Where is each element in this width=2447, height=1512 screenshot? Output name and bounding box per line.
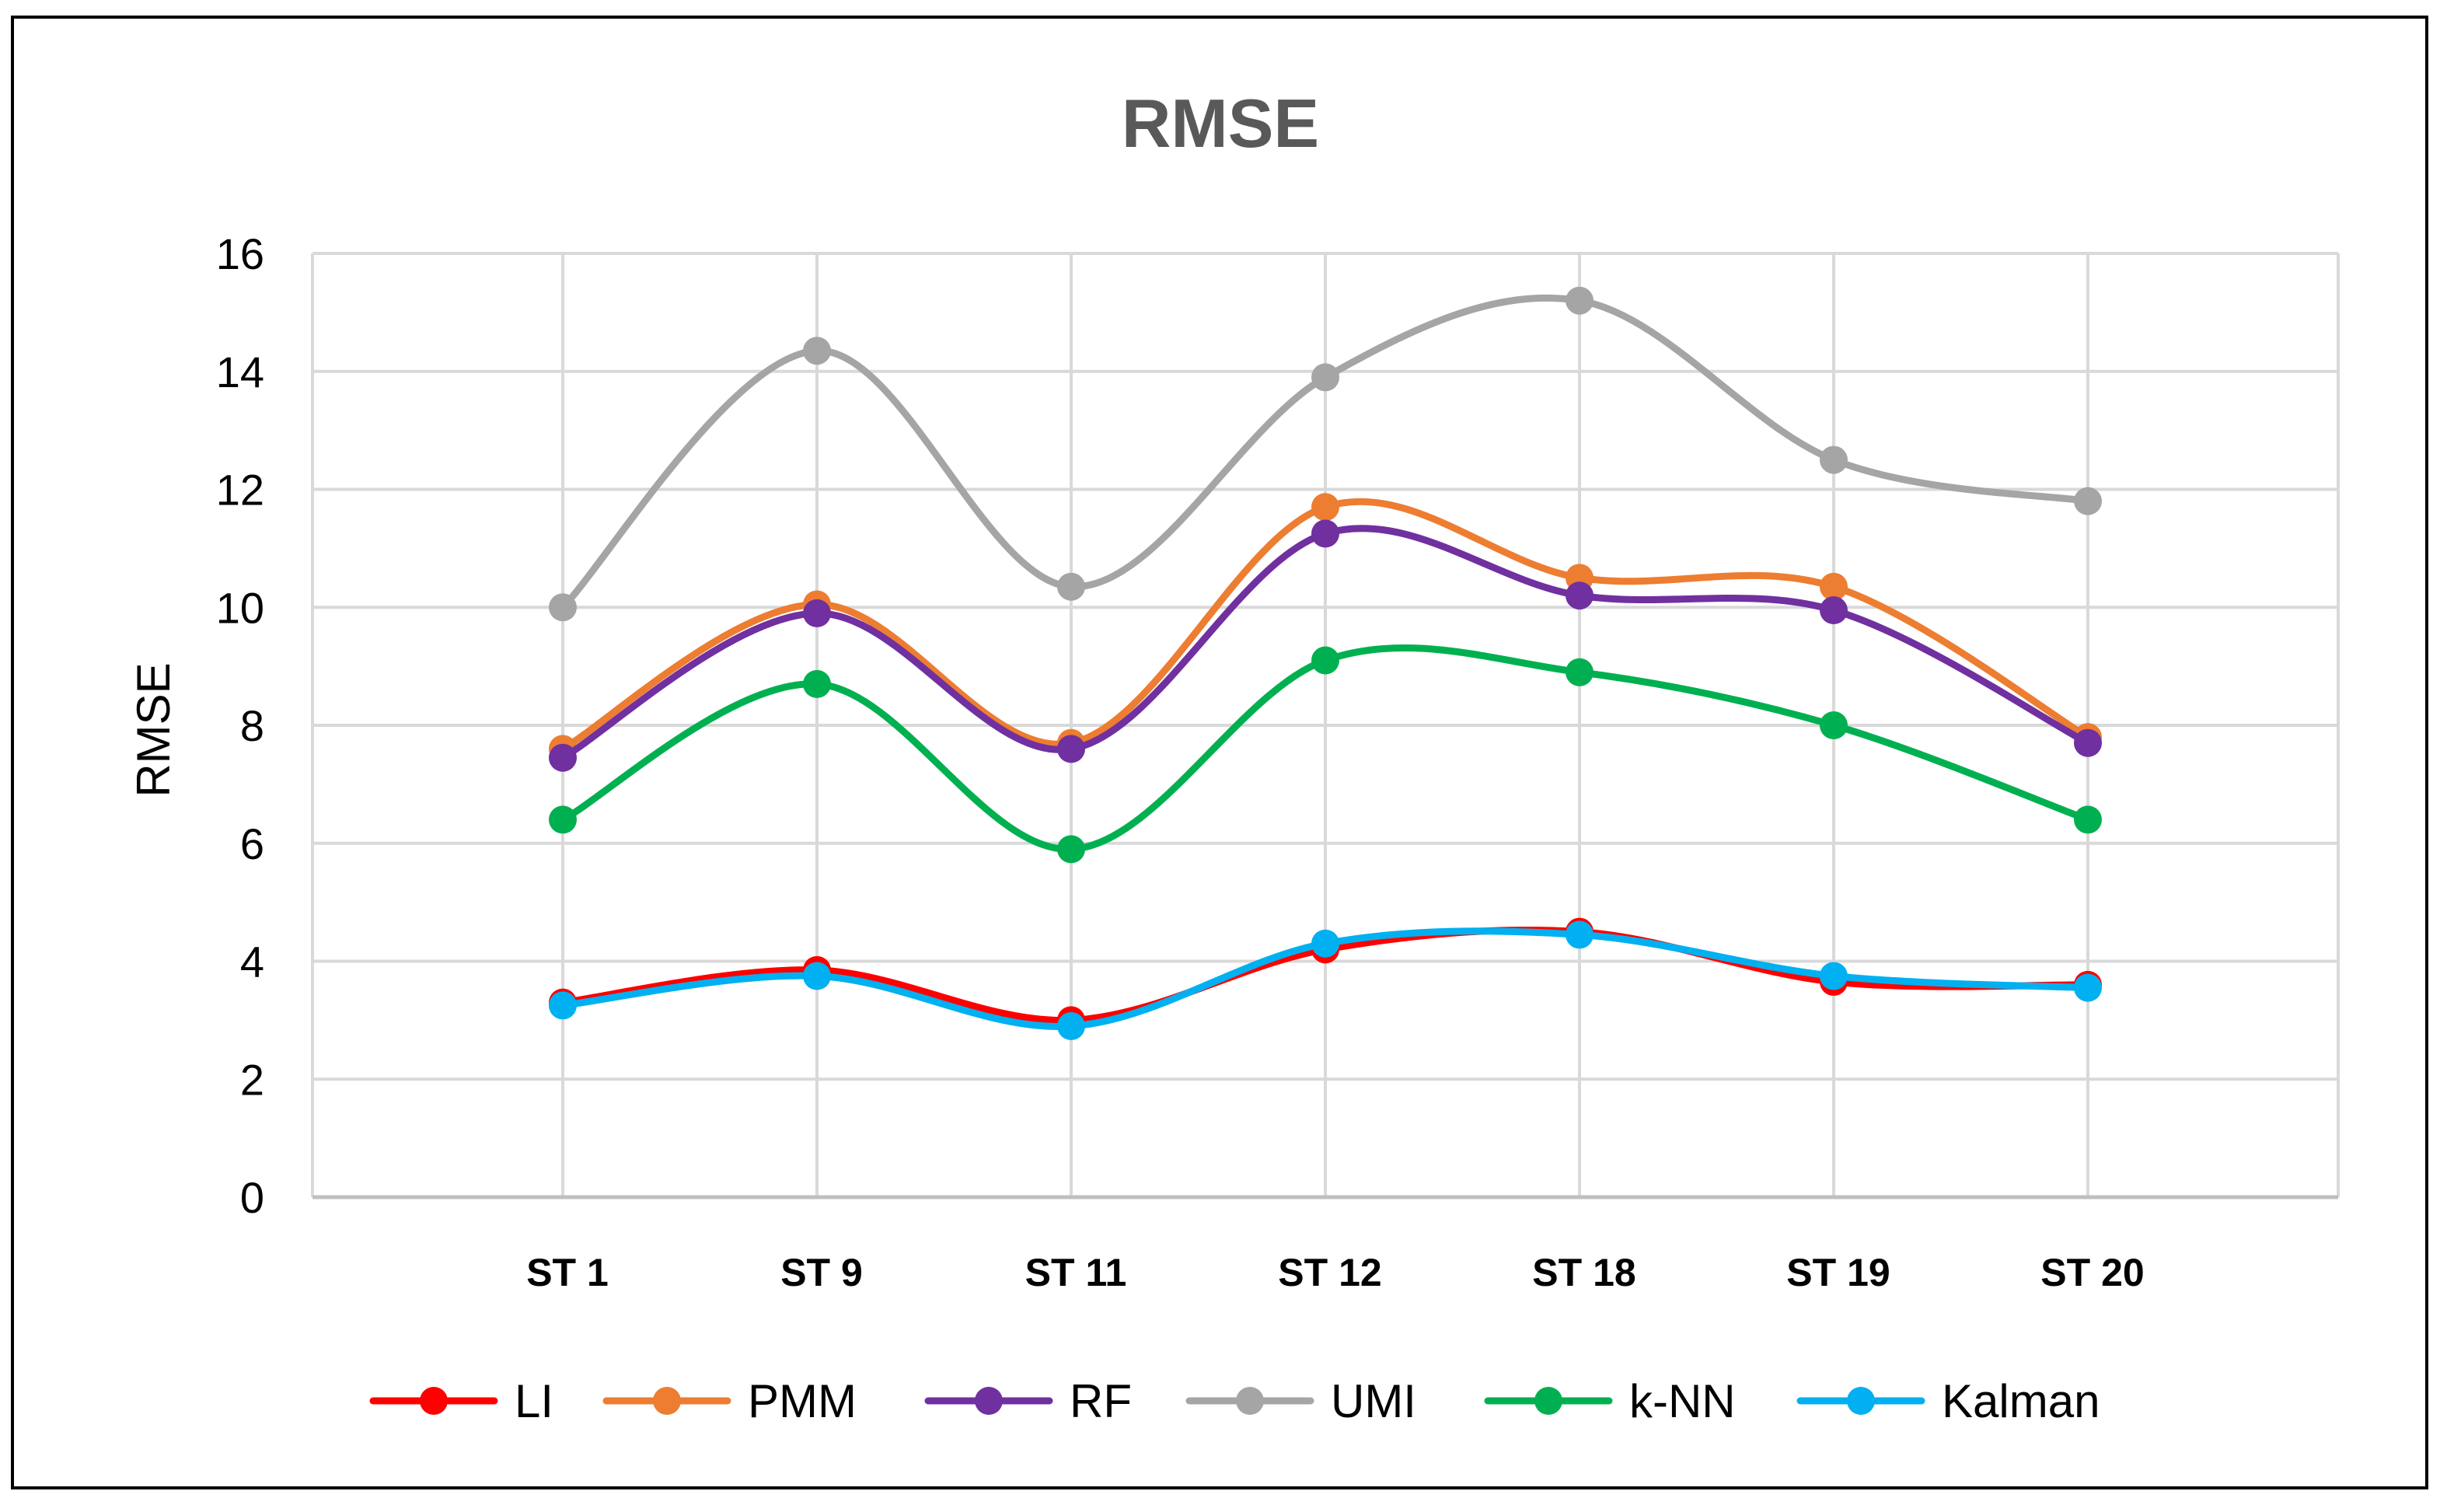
chart-title: RMSE [1122, 85, 1319, 162]
legend-label: PMM [748, 1375, 857, 1427]
series-kalman [549, 920, 2102, 1040]
x-tick-label: ST 11 [1025, 1251, 1127, 1294]
x-tick-label: ST 18 [1532, 1251, 1635, 1294]
y-tick-label: 8 [240, 701, 264, 750]
y-tick-label: 14 [216, 347, 264, 396]
chart-frame: RMSE RMSE 0 2 4 6 8 10 12 14 16 ST 1 ST 9 ST 11 ST … [11, 16, 2428, 1489]
x-axis-ticks: ST 1 ST 9 ST 11 ST 12 ST 18 ST 19 ST 20 [526, 1251, 2145, 1294]
data-point-kalman [549, 991, 577, 1020]
legend-label: RF [1070, 1375, 1132, 1427]
y-axis-label: RMSE [127, 662, 180, 797]
legend-item-k-nn: k-NN [1484, 1375, 1736, 1427]
x-tick-label: ST 20 [2040, 1251, 2144, 1294]
legend-item-umi: UMI [1185, 1375, 1416, 1427]
legend: LI PMM RF UMI k-NN Kalman [369, 1375, 2100, 1427]
x-tick-label: ST 1 [526, 1251, 609, 1294]
data-point-umi [1820, 445, 1848, 474]
series-k-nn [549, 644, 2102, 864]
legend-swatch-marker [420, 1387, 448, 1415]
legend-item-pmm: PMM [602, 1375, 857, 1427]
data-point-rf [549, 743, 577, 772]
legend-item-rf: RF [924, 1375, 1132, 1427]
data-point-k-nn [549, 805, 577, 834]
legend-item-kalman: Kalman [1796, 1375, 2100, 1427]
data-point-kalman [803, 962, 831, 990]
legend-swatch-marker [975, 1387, 1003, 1415]
data-point-kalman [2074, 973, 2102, 1002]
y-tick-label: 4 [240, 938, 264, 986]
data-point-k-nn [2074, 805, 2102, 834]
data-point-k-nn [803, 669, 831, 698]
x-tick-label: ST 19 [1786, 1251, 1890, 1294]
legend-label: k-NN [1629, 1375, 1736, 1427]
y-tick-label: 16 [216, 229, 264, 278]
y-axis-ticks: 0 2 4 6 8 10 12 14 16 [216, 229, 264, 1222]
gridlines [311, 252, 2340, 1199]
data-point-k-nn [1311, 646, 1339, 675]
legend-label: LI [515, 1375, 553, 1427]
series-rf [549, 519, 2102, 772]
data-point-pmm [1820, 572, 1848, 601]
data-point-rf [1566, 581, 1594, 610]
legend-label: UMI [1331, 1375, 1416, 1427]
data-point-k-nn [1820, 711, 1848, 739]
legend-item-li: LI [369, 1375, 553, 1427]
y-tick-label: 10 [216, 583, 264, 632]
x-tick-label: ST 12 [1278, 1251, 1381, 1294]
legend-swatch-marker [1236, 1387, 1264, 1415]
legend-label: Kalman [1942, 1375, 2100, 1427]
data-point-kalman [1566, 920, 1594, 949]
data-point-umi [1311, 363, 1339, 392]
data-point-pmm [1311, 493, 1339, 522]
data-point-umi [1566, 286, 1594, 315]
y-tick-label: 0 [240, 1173, 264, 1222]
data-point-umi [2074, 487, 2102, 515]
y-tick-label: 12 [216, 466, 264, 515]
legend-swatch-marker [653, 1387, 681, 1415]
data-point-umi [1057, 572, 1085, 601]
data-point-kalman [1057, 1011, 1085, 1040]
data-point-k-nn [1566, 658, 1594, 686]
series-umi [549, 286, 2102, 622]
data-point-rf [1311, 519, 1339, 548]
legend-swatch-marker [1534, 1387, 1562, 1415]
data-point-rf [1057, 735, 1085, 763]
y-tick-label: 6 [240, 819, 264, 868]
legend-swatch-marker [1847, 1387, 1875, 1415]
y-tick-label: 2 [240, 1055, 264, 1104]
data-point-umi [803, 337, 831, 365]
data-point-kalman [1311, 929, 1339, 958]
data-point-k-nn [1057, 835, 1085, 864]
series-layer [549, 286, 2102, 1040]
data-point-umi [549, 593, 577, 622]
x-tick-label: ST 9 [780, 1251, 863, 1294]
data-point-rf [803, 599, 831, 627]
data-point-rf [2074, 728, 2102, 757]
data-point-kalman [1820, 962, 1848, 990]
data-point-rf [1820, 596, 1848, 625]
